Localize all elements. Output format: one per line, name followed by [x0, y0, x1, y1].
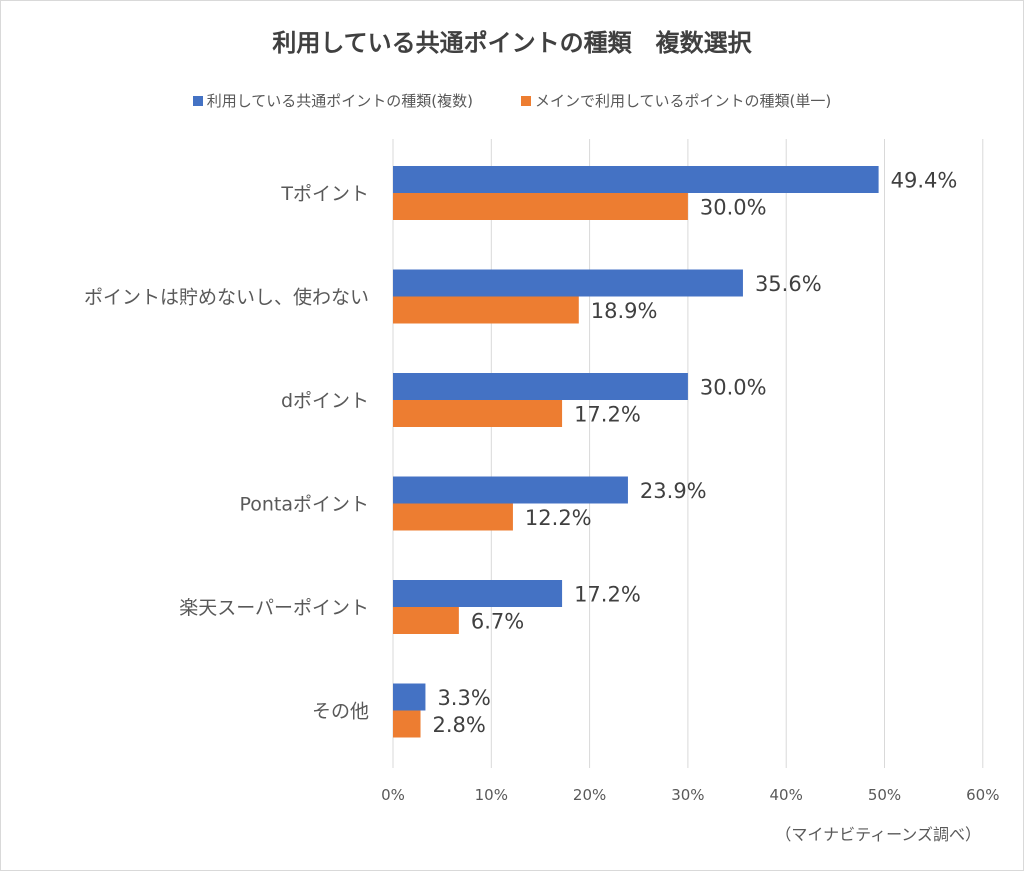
bar-series-1 [393, 166, 879, 193]
x-tick-label: 10% [475, 786, 508, 804]
bar-series-1 [393, 476, 628, 504]
bar-series-2 [393, 607, 459, 634]
data-label: 23.9% [640, 479, 707, 503]
x-tick-label: 60% [966, 786, 999, 804]
x-tick-label: 40% [770, 786, 803, 804]
data-label: 17.2% [574, 583, 641, 607]
bar-series-1 [393, 580, 563, 607]
data-label: 30.0% [700, 376, 767, 400]
category-label: その他 [312, 701, 369, 723]
x-tick-label: 30% [671, 786, 704, 804]
data-label: 12.2% [525, 506, 592, 530]
bar-series-2 [393, 503, 513, 531]
category-label: Tポイント [280, 183, 369, 205]
legend-item-series-2: メインで利用しているポイントの種類(単一) [521, 90, 831, 111]
data-label: 18.9% [591, 299, 658, 323]
data-label: 3.3% [437, 686, 490, 710]
chart-title: 利用している共通ポイントの種類 複数選択 [272, 29, 752, 57]
bar-series-1 [393, 373, 688, 400]
data-label: 2.8% [433, 713, 486, 737]
bar-series-2 [393, 710, 421, 738]
bar-series-2 [393, 193, 688, 220]
data-label: 30.0% [700, 196, 767, 220]
source-note: （マイナビティーンズ調べ） [775, 825, 981, 844]
x-tick-label: 20% [573, 786, 606, 804]
category-label: Pontaポイント [239, 494, 369, 516]
bar-series-1 [393, 683, 426, 711]
legend-swatch-series-1 [192, 95, 203, 106]
data-label: 6.7% [471, 610, 524, 634]
legend-label-series-1: 利用している共通ポイントの種類(複数) [206, 92, 473, 110]
bar-series-2 [393, 296, 579, 324]
x-tick-label: 0% [381, 786, 405, 804]
legend-label-series-2: メインで利用しているポイントの種類(単一) [535, 92, 832, 110]
data-label: 49.4% [891, 169, 958, 193]
bar-series-1 [393, 269, 743, 297]
bar-series-2 [393, 400, 563, 427]
x-tick-label: 50% [868, 786, 901, 804]
category-label: ポイントは貯めないし、使わない [84, 287, 369, 309]
data-label: 35.6% [755, 272, 822, 296]
legend-item-series-1: 利用している共通ポイントの種類(複数) [192, 90, 473, 111]
data-label: 17.2% [574, 403, 641, 427]
category-label: dポイント [281, 390, 369, 412]
chart-legend: 利用している共通ポイントの種類(複数) メインで利用しているポイントの種類(単一… [1, 90, 1023, 111]
legend-swatch-series-2 [521, 95, 531, 106]
category-label: 楽天スーパーポイント [179, 597, 369, 619]
